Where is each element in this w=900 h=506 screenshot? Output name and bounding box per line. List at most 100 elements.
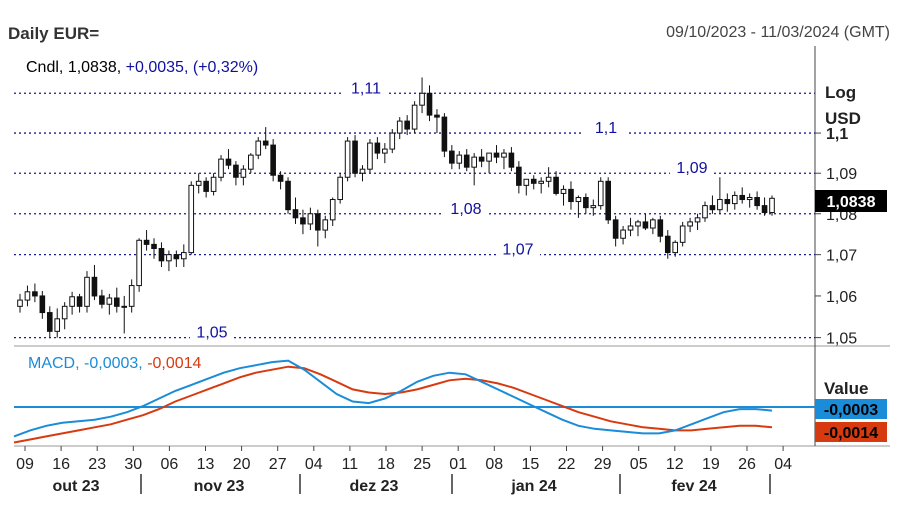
- level-label-bg: [444, 201, 488, 218]
- x-group-label: out 23: [52, 478, 99, 495]
- last-price-badge: [815, 190, 887, 212]
- candle-body: [315, 213, 321, 231]
- candle-body: [449, 150, 455, 164]
- candle-body: [508, 152, 515, 168]
- candle-body: [471, 156, 477, 168]
- candle-body: [248, 154, 254, 170]
- level-label-bg: [190, 325, 234, 342]
- candle-body: [240, 168, 247, 178]
- macd-panel: MACD, -0,0003, -0,0014 Value -0,0003 -0,…: [13, 346, 890, 447]
- candle-body: [501, 152, 507, 158]
- x-tick-label: 08: [485, 456, 503, 473]
- candle-body: [754, 196, 760, 207]
- candle-body: [352, 140, 358, 174]
- x-tick-label: 06: [161, 456, 179, 473]
- level-label: 1,09: [676, 160, 707, 177]
- candle-body: [642, 221, 649, 229]
- legend-last: 1,0838,: [68, 59, 121, 76]
- candle-body: [166, 254, 172, 262]
- candle-body: [61, 305, 68, 320]
- candle-body: [664, 235, 671, 254]
- candle-body: [523, 178, 530, 186]
- candle-body: [210, 176, 217, 192]
- candle-body: [285, 180, 291, 211]
- level-label-bg: [584, 121, 628, 138]
- candle-body: [583, 196, 589, 209]
- candle-body: [270, 144, 276, 176]
- candle-body: [367, 142, 373, 170]
- level-label: 1,05: [196, 325, 227, 342]
- candle-body: [344, 140, 351, 178]
- macd-badge-text: -0,0003: [824, 402, 878, 419]
- x-group-label: fev 24: [671, 478, 716, 495]
- macd-lines: [13, 359, 773, 444]
- candle-body: [411, 104, 418, 130]
- macd-series-signal: [13, 365, 773, 444]
- candle-body: [382, 148, 388, 154]
- candle-body: [173, 254, 180, 260]
- macd-label: MACD,: [28, 355, 80, 372]
- candle-body: [769, 197, 775, 214]
- chart-title: Daily EUR=: [8, 24, 100, 43]
- candle-body: [39, 295, 46, 314]
- candle-body: [84, 276, 90, 307]
- candle-body: [233, 164, 239, 178]
- candle-body: [136, 239, 142, 287]
- candle-body: [456, 154, 463, 164]
- legend-pct: (+0,32%): [193, 59, 258, 76]
- level-label-bg: [496, 242, 540, 259]
- candle-body: [307, 213, 314, 225]
- candles: [17, 77, 775, 338]
- candle-body: [292, 209, 299, 219]
- candle-body: [620, 229, 626, 239]
- candle-body: [672, 241, 679, 254]
- level-label: 1,11: [351, 80, 381, 97]
- candle-body: [195, 180, 202, 186]
- x-tick-label: 23: [88, 456, 106, 473]
- candle-body: [188, 184, 195, 254]
- signal-badge: [815, 422, 887, 442]
- candle-body: [635, 221, 641, 227]
- candle-body: [128, 285, 135, 307]
- candle-body: [396, 120, 403, 134]
- candle-body: [69, 296, 75, 307]
- candle-body: [463, 154, 470, 168]
- candle-body: [106, 297, 113, 305]
- candle-body: [761, 205, 768, 214]
- candle-body: [746, 196, 753, 201]
- candle-body: [203, 180, 209, 192]
- candle-body: [717, 199, 723, 211]
- candle-body: [553, 176, 559, 194]
- candle-body: [568, 188, 574, 203]
- candle-body: [434, 114, 440, 118]
- candle-body: [605, 180, 612, 221]
- last-price-badge-text: 1,0838: [827, 194, 876, 211]
- x-tick-label: 26: [738, 456, 756, 473]
- macd-value: -0,0003,: [84, 355, 143, 372]
- x-tick-label: 11: [342, 456, 359, 473]
- candle-body: [91, 276, 98, 297]
- candle-body: [54, 318, 61, 332]
- macd-axis-title: Value: [824, 379, 868, 398]
- candle-body: [597, 180, 604, 207]
- y-tick-label: 1,09: [826, 166, 857, 183]
- price-legend: Cndl, 1,0838, +0,0035, (+0,32%): [26, 59, 258, 76]
- candle-body: [374, 142, 381, 154]
- candle-body: [76, 296, 83, 307]
- level-label: 1,07: [502, 242, 533, 259]
- candle-body: [404, 120, 410, 130]
- x-tick-label: 04: [305, 456, 323, 473]
- candle-body: [694, 217, 701, 223]
- x-tick-label: 13: [197, 456, 215, 473]
- x-tick-label: 16: [52, 456, 70, 473]
- x-tick-label: 15: [522, 456, 540, 473]
- price-axis-title-log: Log: [825, 83, 856, 102]
- candle-body: [322, 219, 329, 231]
- signal-value: -0,0014: [147, 355, 201, 372]
- candle-body: [679, 225, 686, 243]
- y-tick-label: 1,07: [826, 248, 857, 265]
- candle-body: [180, 252, 187, 260]
- candle-body: [702, 205, 708, 219]
- candle-body: [545, 176, 552, 182]
